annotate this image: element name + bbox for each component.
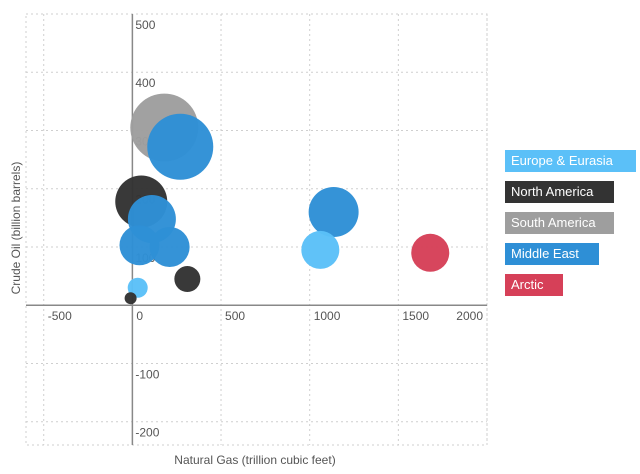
bubble[interactable] bbox=[119, 225, 160, 266]
y-axis-title: Crude Oil (billion barrels) bbox=[9, 162, 23, 295]
bubbles bbox=[115, 93, 450, 305]
bubble[interactable] bbox=[149, 226, 190, 267]
grid bbox=[25, 13, 488, 446]
plot-frame bbox=[25, 13, 488, 446]
bubble[interactable] bbox=[411, 233, 450, 272]
bubble[interactable] bbox=[147, 113, 214, 180]
x-tick-label: 500 bbox=[225, 309, 245, 323]
bubble[interactable] bbox=[301, 230, 340, 269]
legend-item[interactable]: Middle East bbox=[505, 243, 600, 265]
legend-item[interactable]: Europe & Eurasia bbox=[505, 150, 636, 172]
x-tick-label: 0 bbox=[136, 309, 143, 323]
bubble[interactable] bbox=[174, 266, 201, 293]
bubble[interactable] bbox=[308, 187, 359, 238]
y-tick-label: -200 bbox=[135, 426, 159, 440]
legend-item[interactable]: North America bbox=[505, 181, 614, 203]
x-tick-label: 2000 bbox=[456, 309, 483, 323]
legend-item[interactable]: South America bbox=[505, 212, 614, 234]
x-tick-label: 1500 bbox=[402, 309, 429, 323]
legend-item[interactable]: Arctic bbox=[505, 274, 563, 296]
y-tick-label: -100 bbox=[135, 367, 159, 381]
legend: Europe & Eurasia North America South Ameri… bbox=[505, 150, 636, 305]
x-tick-label: 1000 bbox=[314, 309, 341, 323]
y-tick-label: 400 bbox=[135, 76, 155, 90]
tick-labels: -5000500100015002000-200-100100200300400… bbox=[48, 18, 484, 440]
x-axis-title: Natural Gas (trillion cubic feet) bbox=[174, 453, 335, 467]
axes bbox=[26, 14, 487, 445]
bubble[interactable] bbox=[124, 292, 137, 305]
y-tick-label: 500 bbox=[135, 18, 155, 32]
x-tick-label: -500 bbox=[48, 309, 72, 323]
